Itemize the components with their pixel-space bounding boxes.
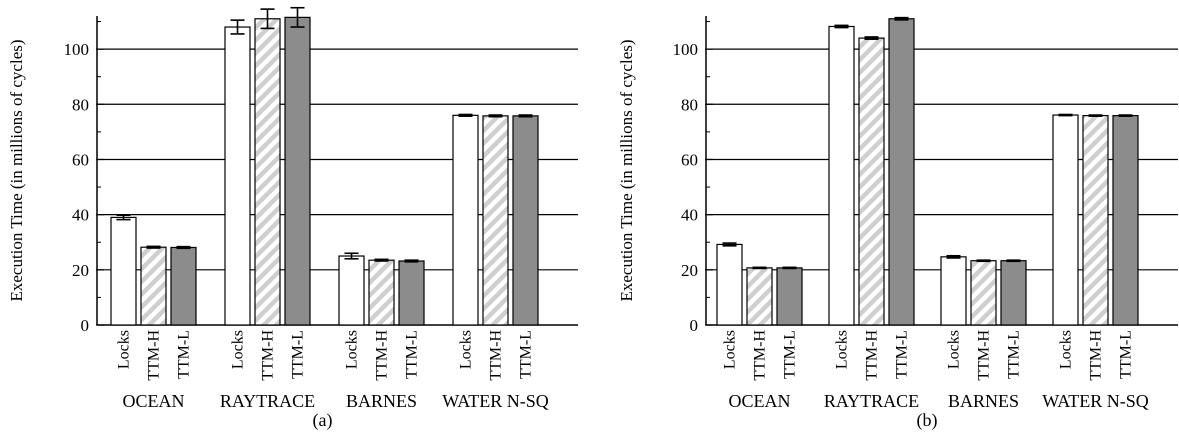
bar-ttm-l (399, 261, 424, 325)
bar-locks (225, 27, 250, 325)
bar-label: Locks (458, 330, 475, 369)
bar-ttm-h (255, 19, 280, 325)
bar-ttm-h (1083, 116, 1108, 325)
y-tick-label: 20 (681, 261, 698, 280)
y-tick-label: 0 (81, 316, 90, 335)
bar-ttm-h (859, 38, 884, 325)
bar-label: TTM-L (518, 330, 535, 379)
bar-ttm-l (1001, 261, 1026, 325)
bar-label: Locks (344, 330, 361, 369)
bar-label: TTM-L (782, 330, 799, 379)
bar-ttm-l (1113, 116, 1138, 325)
bar-label: Locks (1058, 330, 1075, 369)
panel-label: (a) (313, 410, 333, 431)
y-tick-label: 80 (681, 95, 698, 114)
bar-locks (1053, 115, 1078, 325)
bar-label: TTM-L (894, 330, 911, 379)
bar-ttm-l (777, 268, 802, 325)
bar-label: Locks (230, 330, 247, 369)
bar-ttm-h (141, 247, 166, 325)
y-tick-label: 20 (72, 261, 89, 280)
bar-ttm-h (747, 268, 772, 325)
group-label: WATER N-SQ (1042, 391, 1149, 411)
bar-label: TTM-H (752, 330, 769, 381)
bar-locks (941, 257, 966, 325)
bar-label: TTM-H (260, 330, 277, 381)
chart-panel-a: 0 20 40 60 80 100 Execution Time (in millions … (7, 8, 578, 431)
bar-label: TTM-L (290, 330, 307, 379)
bar-locks (717, 244, 742, 325)
y-tick-label: 40 (72, 206, 89, 225)
bar-label: Locks (946, 330, 963, 369)
bar-label: TTM-H (146, 330, 163, 381)
bar-locks (339, 256, 364, 325)
bar-label: TTM-H (374, 330, 391, 381)
y-tick-label: 80 (72, 95, 89, 114)
bar-label: TTM-L (1118, 330, 1135, 379)
bar-label: TTM-H (976, 330, 993, 381)
bar-label: Locks (834, 330, 851, 369)
y-axis-label: Execution Time (in millions of cycles) (7, 39, 26, 301)
group-label: OCEAN (123, 391, 185, 411)
y-axis-label: Execution Time (in millions of cycles) (617, 39, 636, 301)
bar-ttm-l (285, 17, 310, 325)
group-label: BARNES (948, 391, 1019, 411)
y-tick-label: 100 (673, 40, 699, 59)
bar-ttm-l (889, 19, 914, 325)
bar-label: TTM-L (176, 330, 193, 379)
y-tick-label: 40 (681, 206, 698, 225)
y-tick-label: 100 (64, 40, 90, 59)
group-label: BARNES (346, 391, 417, 411)
bar-locks (829, 26, 854, 325)
y-tick-label: 60 (72, 150, 89, 169)
bar-ttm-l (513, 116, 538, 325)
bar-ttm-h (483, 116, 508, 325)
group-label: RAYTRACE (220, 391, 315, 411)
chart-panel-b: 0 20 40 60 80 100 Execution Time (in millions … (617, 16, 1178, 431)
group-label: RAYTRACE (824, 391, 919, 411)
bar-ttm-l (171, 247, 196, 325)
bar-ttm-h (369, 260, 394, 325)
bar-locks (111, 217, 136, 325)
bar-label: TTM-H (1088, 330, 1105, 381)
bar-locks (453, 115, 478, 325)
bar-label: TTM-H (488, 330, 505, 381)
bar-ttm-h (971, 261, 996, 325)
bar-label: Locks (116, 330, 133, 369)
bar-label: TTM-H (864, 330, 881, 381)
y-tick-label: 60 (681, 150, 698, 169)
panel-label: (b) (917, 410, 938, 431)
group-label: OCEAN (729, 391, 791, 411)
y-tick-label: 0 (690, 316, 699, 335)
bar-label: TTM-L (1006, 330, 1023, 379)
bar-label: TTM-L (404, 330, 421, 379)
bar-label: Locks (722, 330, 739, 369)
group-label: WATER N-SQ (442, 391, 549, 411)
